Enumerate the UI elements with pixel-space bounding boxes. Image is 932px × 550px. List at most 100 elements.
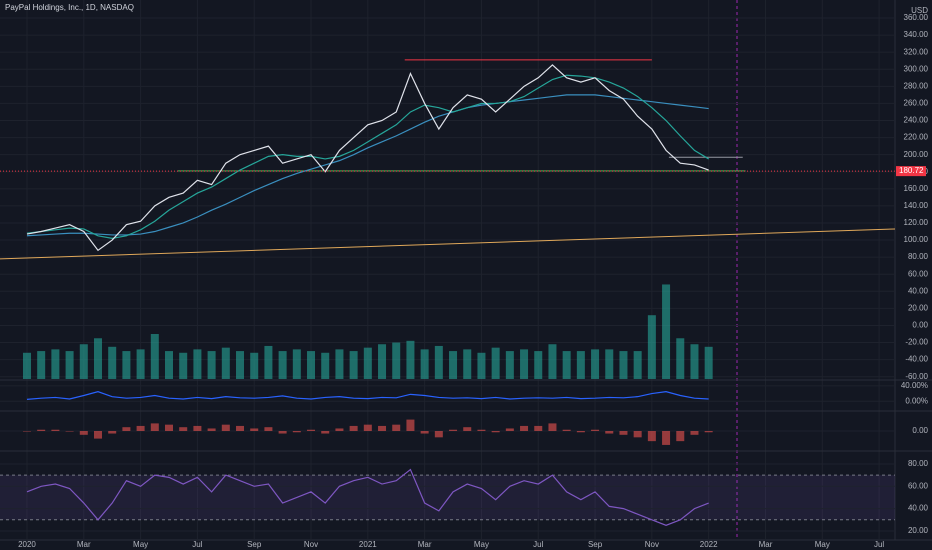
y-tick-label: 40.00% bbox=[901, 381, 928, 390]
bar bbox=[562, 351, 571, 379]
bar bbox=[250, 352, 259, 379]
y-tick-label: -40.00 bbox=[905, 355, 928, 364]
bar bbox=[534, 351, 543, 379]
bar bbox=[278, 431, 287, 434]
y-tick-label: 0.00 bbox=[912, 426, 928, 435]
y-tick-label: 0.00 bbox=[912, 321, 928, 330]
series-line bbox=[26, 64, 709, 252]
x-tick-label: 2021 bbox=[359, 540, 377, 549]
y-tick-label: 80.00 bbox=[908, 459, 929, 468]
bar bbox=[221, 347, 230, 379]
bar bbox=[179, 352, 188, 379]
bar bbox=[406, 419, 415, 431]
bar bbox=[591, 429, 600, 431]
bar bbox=[434, 431, 443, 438]
y-tick-label: 0.00% bbox=[905, 396, 928, 405]
bar bbox=[37, 351, 46, 379]
bar bbox=[505, 351, 514, 379]
bar bbox=[392, 342, 401, 379]
bar bbox=[122, 351, 131, 379]
bar bbox=[65, 351, 74, 379]
bar bbox=[378, 344, 387, 379]
bar bbox=[136, 349, 145, 379]
y-tick-label: 240.00 bbox=[904, 116, 929, 125]
bar bbox=[449, 351, 458, 379]
bar bbox=[236, 425, 245, 431]
bar bbox=[704, 431, 713, 433]
x-tick-label: May bbox=[133, 540, 148, 549]
y-tick-label: 60.00 bbox=[908, 269, 929, 278]
bar bbox=[51, 349, 60, 379]
bar bbox=[633, 351, 642, 379]
bar bbox=[576, 351, 585, 379]
bar bbox=[647, 315, 656, 379]
x-tick-label: Jul bbox=[192, 540, 202, 549]
bar bbox=[122, 427, 131, 431]
series-line bbox=[26, 468, 709, 527]
bar bbox=[676, 338, 685, 379]
y-tick-label: 320.00 bbox=[904, 47, 929, 56]
bar bbox=[349, 425, 358, 431]
y-tick-label: 60.00 bbox=[908, 481, 929, 490]
bar bbox=[378, 425, 387, 431]
x-tick-label: 2022 bbox=[700, 540, 718, 549]
bar bbox=[463, 349, 472, 379]
x-tick-label: Nov bbox=[645, 540, 659, 549]
trendline bbox=[0, 228, 896, 260]
y-tick-label: 20.00 bbox=[908, 303, 929, 312]
y-tick-label: 300.00 bbox=[904, 64, 929, 73]
y-tick-label: 40.00 bbox=[908, 504, 929, 513]
bar bbox=[562, 429, 571, 431]
y-tick-label: 40.00 bbox=[908, 286, 929, 295]
bar bbox=[264, 345, 273, 379]
bar bbox=[591, 349, 600, 379]
x-tick-label: Nov bbox=[304, 540, 318, 549]
bar bbox=[491, 347, 500, 379]
bar bbox=[221, 424, 230, 431]
bar bbox=[420, 431, 429, 434]
bar bbox=[605, 431, 614, 434]
bar bbox=[605, 349, 614, 379]
y-tick-label: 120.00 bbox=[904, 218, 929, 227]
y-tick-label: 360.00 bbox=[904, 13, 929, 22]
bar bbox=[335, 428, 344, 431]
bar bbox=[22, 352, 31, 379]
bar bbox=[704, 346, 713, 379]
x-tick-label: Sep bbox=[247, 540, 262, 549]
bar bbox=[534, 425, 543, 431]
bar bbox=[136, 425, 145, 431]
bar bbox=[406, 340, 415, 379]
bar bbox=[108, 431, 117, 434]
x-tick-label: Mar bbox=[418, 540, 432, 549]
y-tick-label: 220.00 bbox=[904, 133, 929, 142]
y-tick-label: 160.00 bbox=[904, 184, 929, 193]
bar bbox=[79, 344, 88, 379]
bar bbox=[363, 347, 372, 379]
y-tick-label: -20.00 bbox=[905, 338, 928, 347]
bar bbox=[193, 425, 202, 431]
y-tick-label: 20.00 bbox=[908, 526, 929, 535]
last-price-box bbox=[896, 166, 926, 177]
bar bbox=[349, 351, 358, 379]
x-tick-label: Jul bbox=[874, 540, 884, 549]
bar bbox=[165, 351, 174, 379]
bar bbox=[321, 352, 330, 379]
y-tick-label: 280.00 bbox=[904, 81, 929, 90]
chart-title: PayPal Holdings, Inc., 1D, NASDAQ bbox=[5, 3, 134, 12]
bar bbox=[307, 429, 316, 431]
y-tick-label: 140.00 bbox=[904, 201, 929, 210]
currency: USD bbox=[911, 6, 928, 15]
bar bbox=[79, 431, 88, 435]
x-tick-label: May bbox=[815, 540, 830, 549]
series-line bbox=[26, 391, 709, 400]
y-tick-label: 340.00 bbox=[904, 30, 929, 39]
bar bbox=[505, 428, 514, 431]
bar bbox=[51, 429, 60, 431]
bar bbox=[292, 349, 301, 379]
x-tick-label: 2020 bbox=[18, 540, 36, 549]
bar bbox=[662, 284, 671, 379]
x-tick-label: Mar bbox=[759, 540, 773, 549]
bar bbox=[449, 429, 458, 431]
